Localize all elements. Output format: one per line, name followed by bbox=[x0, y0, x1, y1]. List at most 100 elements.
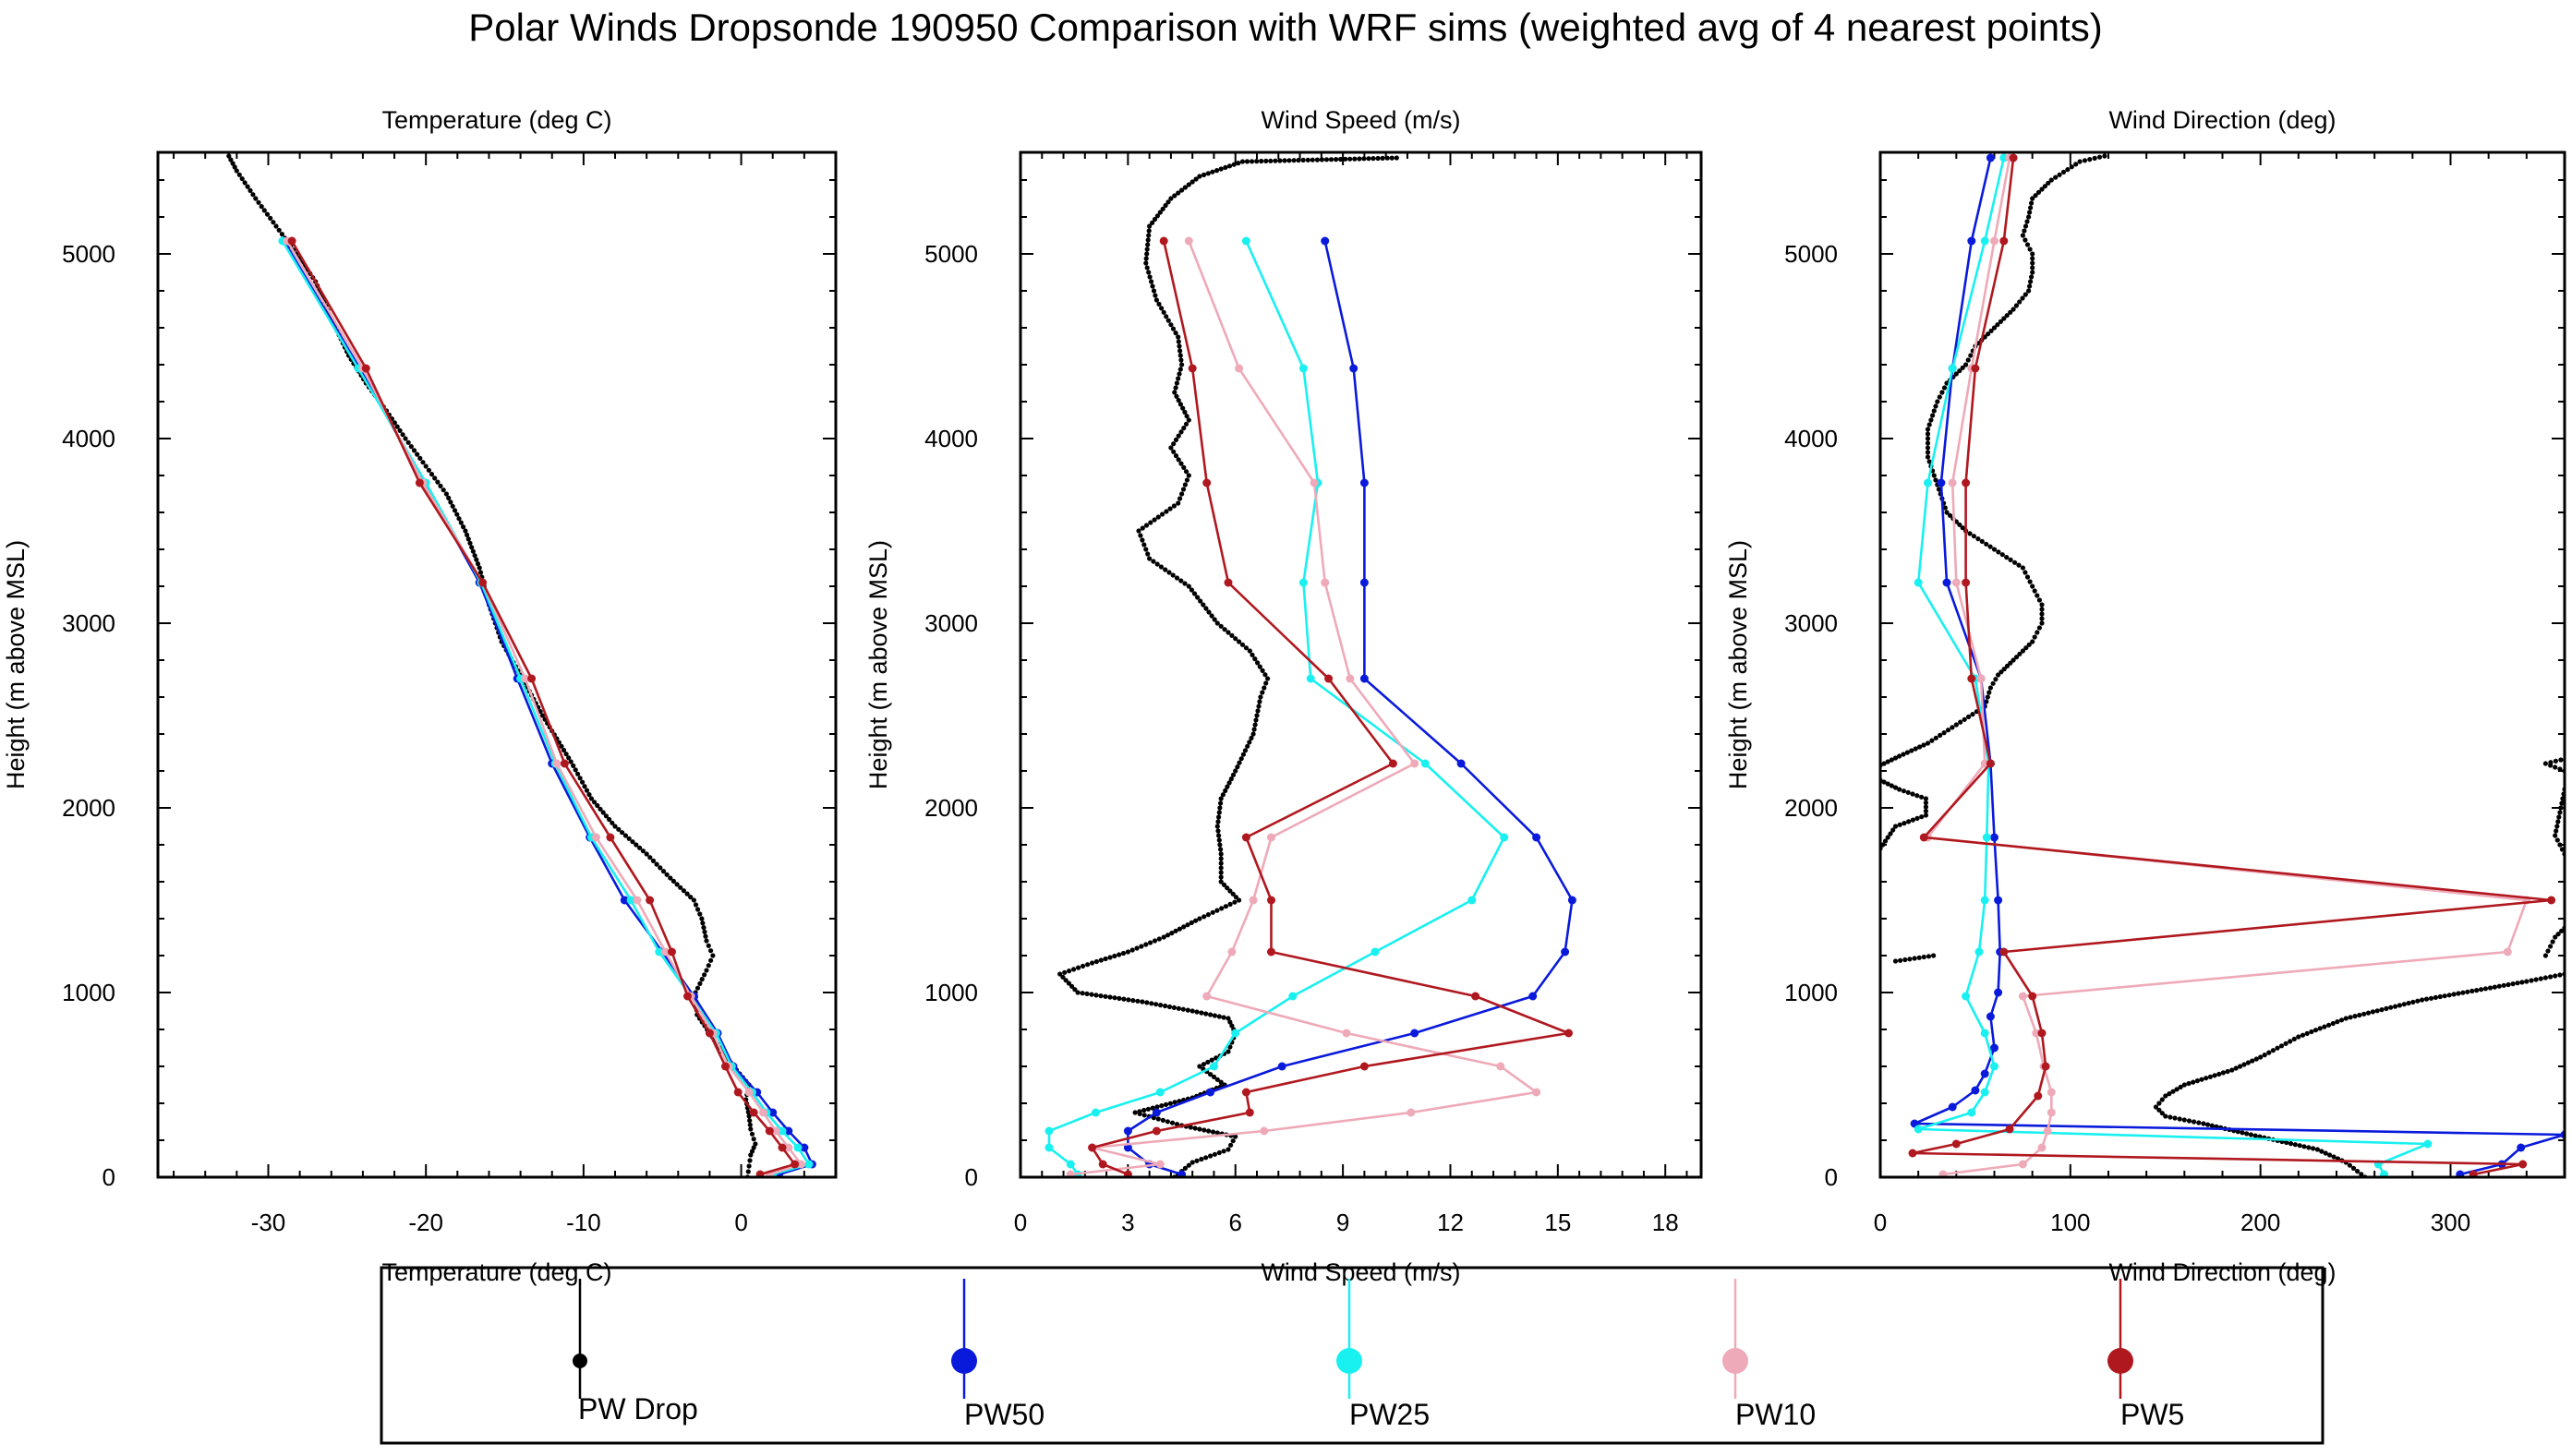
pw-drop-point bbox=[1212, 617, 1217, 622]
pw-drop-point bbox=[1141, 542, 1147, 548]
pw-drop-point bbox=[2284, 1139, 2289, 1146]
pw-drop-point bbox=[2361, 1011, 2367, 1017]
pw10-point bbox=[1184, 236, 1193, 246]
pw-drop-point bbox=[1885, 759, 1890, 764]
pw-drop-point bbox=[1212, 1013, 1217, 1018]
pw-drop-point bbox=[2301, 1144, 2307, 1149]
pw-drop-point bbox=[630, 839, 635, 845]
pw-drop-point bbox=[1979, 538, 1985, 545]
pw-drop-point bbox=[1268, 158, 1274, 163]
pw10-point bbox=[2037, 1143, 2047, 1152]
y-tick-label: 4000 bbox=[1784, 425, 1838, 452]
pw-drop-point bbox=[2013, 655, 2020, 660]
pw-drop-point bbox=[1189, 179, 1195, 185]
pw-drop-point bbox=[1182, 482, 1188, 487]
pw-drop-point bbox=[1177, 926, 1182, 932]
pw-drop-point bbox=[1126, 997, 1131, 1003]
pw10-point bbox=[1342, 1029, 1351, 1038]
pw-drop-point bbox=[2026, 642, 2032, 647]
pw-drop-point bbox=[595, 802, 600, 809]
pw-drop-point bbox=[1163, 1101, 1169, 1107]
pw-drop-point bbox=[1291, 158, 1297, 163]
pw-drop-point bbox=[1975, 536, 1981, 542]
pw-drop-point bbox=[1186, 473, 1191, 478]
pw-drop-point bbox=[1155, 1116, 1161, 1122]
pw-drop-point bbox=[2036, 625, 2042, 631]
pw5-point bbox=[1202, 478, 1212, 487]
pw-drop-point bbox=[1941, 730, 1947, 736]
pw-drop-point bbox=[1177, 353, 1183, 358]
pw-drop-point bbox=[2352, 1014, 2358, 1019]
pw5-point bbox=[1471, 992, 1480, 1001]
pw-drop-point bbox=[1140, 537, 1145, 543]
pw-drop-point bbox=[2102, 153, 2107, 159]
pw-drop-point bbox=[1182, 581, 1188, 586]
pw-drop-point bbox=[1227, 1044, 1233, 1050]
pw-drop-point bbox=[1902, 821, 1907, 826]
pw-drop-point bbox=[1950, 725, 1955, 730]
pw-drop-point bbox=[1253, 717, 1259, 723]
pw-drop-point bbox=[697, 981, 703, 986]
pw-drop-point bbox=[2057, 172, 2062, 177]
pw25-point bbox=[1980, 896, 1989, 905]
pw-drop-point bbox=[2022, 228, 2027, 234]
pw-drop-point bbox=[1183, 469, 1189, 475]
pw25-line bbox=[1047, 240, 1505, 1175]
pw-drop-point bbox=[2035, 630, 2040, 635]
pw-drop-point bbox=[1221, 1149, 1226, 1154]
pw-drop-point bbox=[1143, 256, 1149, 261]
pw-drop-point bbox=[647, 855, 653, 860]
pw-drop-point bbox=[2011, 657, 2016, 663]
pw-drop-point bbox=[2001, 667, 2007, 672]
pw-drop-point bbox=[2020, 648, 2025, 654]
pw-drop-point bbox=[1214, 908, 1220, 913]
pw25-point bbox=[1044, 1126, 1054, 1136]
pw5-line bbox=[1091, 240, 1570, 1176]
pw-drop-point bbox=[1988, 328, 1994, 333]
pw-drop-point bbox=[1226, 780, 1232, 786]
pw-drop-point bbox=[1206, 1128, 1212, 1134]
pw-drop-point bbox=[1937, 394, 1942, 400]
pw5-point bbox=[1241, 833, 1250, 842]
pw-drop-point bbox=[1953, 371, 1959, 377]
pw-drop-point bbox=[1227, 888, 1233, 894]
pw-drop-point bbox=[670, 878, 677, 884]
pw-drop-point bbox=[2515, 981, 2520, 986]
pw-drop-point bbox=[1160, 511, 1165, 517]
pw-drop-point bbox=[2479, 987, 2484, 993]
pw-drop-point bbox=[2159, 1111, 2165, 1116]
pw-drop-point bbox=[2326, 1022, 2332, 1028]
pw5-point bbox=[2469, 1170, 2478, 1177]
pw-drop-point bbox=[2548, 974, 2554, 980]
pw-drop-point bbox=[415, 451, 420, 457]
pw-drop-point bbox=[1145, 237, 1151, 243]
pw-drop-point bbox=[1216, 1149, 1222, 1156]
pw-drop-point bbox=[1152, 517, 1157, 523]
pw-drop-point bbox=[1226, 163, 1233, 169]
pw-drop-point bbox=[2496, 983, 2502, 989]
pw-drop-point bbox=[1174, 575, 1180, 581]
pw-drop-point bbox=[1149, 279, 1154, 284]
pw-drop-point bbox=[1201, 1127, 1207, 1133]
pw-drop-point bbox=[1171, 441, 1177, 447]
pw-drop-point bbox=[697, 911, 703, 917]
pw-drop-point bbox=[1161, 309, 1166, 315]
pw-drop-point bbox=[1177, 367, 1183, 372]
pw-drop-point bbox=[2001, 316, 2007, 321]
pw-drop-point bbox=[2191, 1079, 2196, 1085]
pw-drop-point bbox=[1177, 402, 1183, 407]
pw-drop-point bbox=[2428, 995, 2434, 1001]
pw-drop-point bbox=[1179, 187, 1185, 193]
pw50-point bbox=[1980, 1069, 1989, 1078]
pw-drop-point bbox=[1176, 334, 1181, 340]
pw-drop-point bbox=[2557, 810, 2563, 815]
pw-drop-point bbox=[1172, 1100, 1177, 1105]
pw-drop-point bbox=[1163, 202, 1168, 209]
pw-drop-point bbox=[1076, 965, 1081, 970]
pw-drop-point bbox=[658, 865, 663, 871]
pw-drop-point bbox=[1172, 193, 1177, 199]
pw-drop-point bbox=[1226, 1049, 1231, 1054]
pw25-point bbox=[1306, 674, 1315, 683]
pw-drop-point bbox=[1906, 819, 1912, 824]
